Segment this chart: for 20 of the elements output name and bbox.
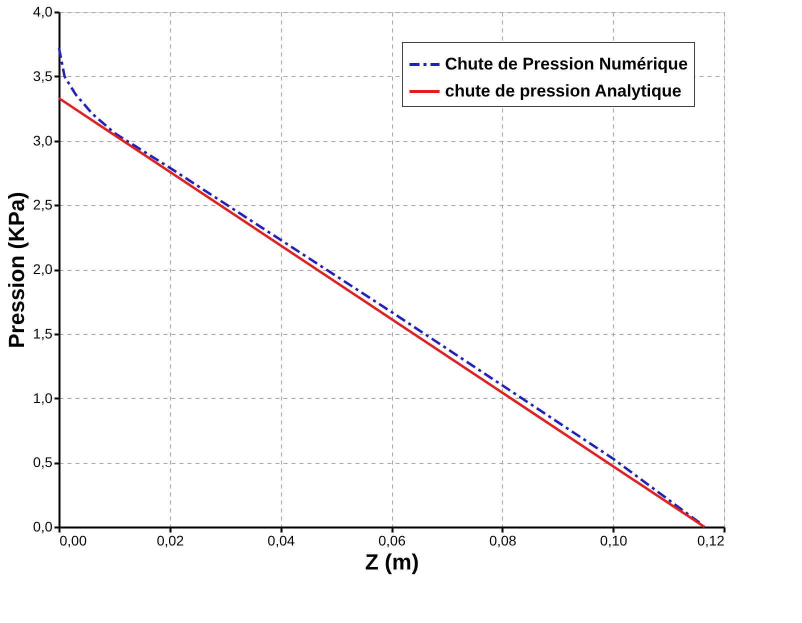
- legend-label: Chute de Pression Numérique: [445, 54, 688, 74]
- y-tick-label: 1,5: [33, 325, 53, 342]
- y-tick-label: 1,0: [33, 390, 53, 406]
- y-tick-label: 2,5: [33, 196, 53, 213]
- y-tick-label: 4,0: [33, 4, 53, 20]
- x-tick-label: 0,12: [697, 532, 725, 548]
- legend-label: chute de pression Analytique: [445, 82, 682, 100]
- x-tick-label: 0,04: [268, 532, 296, 548]
- x-tick-label: 0,08: [489, 532, 517, 548]
- y-tick-label: 0,0: [33, 518, 53, 534]
- y-tick-label: 3,5: [33, 68, 53, 84]
- x-axis-title: Z (m): [365, 550, 419, 574]
- y-axis-title: Pression (KPa): [4, 192, 30, 348]
- x-tick-label: 0,06: [378, 532, 406, 548]
- x-tick-label: 0,10: [600, 532, 628, 548]
- x-tick-label: 0,02: [156, 532, 184, 548]
- y-tick-label: 3,0: [33, 132, 53, 148]
- x-tick-label: 0,00: [60, 532, 87, 548]
- y-tick-label: 0,5: [33, 454, 53, 470]
- y-tick-label: 2,0: [33, 261, 53, 277]
